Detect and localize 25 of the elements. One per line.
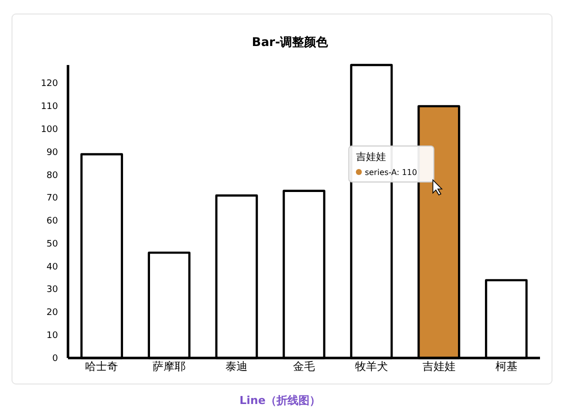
y-tick-label: 50 (46, 239, 58, 250)
annotation: 吉娃娃 (356, 151, 386, 163)
y-tick-label: 0 (52, 354, 58, 364)
tooltip-box: 吉娃娃 series-A: 110 (348, 146, 434, 182)
y-tick-label: 70 (46, 194, 58, 204)
y-tick-label: 30 (46, 285, 58, 296)
x-tick-label: 金毛 (293, 360, 315, 373)
y-tick-label: 120 (40, 79, 58, 90)
x-tick-label: 吉娃娃 (422, 360, 456, 373)
x-tick-label: 牧羊犬 (354, 360, 388, 373)
x-tick-label: 哈士奇 (85, 360, 118, 373)
y-tick-label: 10 (46, 330, 58, 341)
x-tick-label: 萨摩耶 (152, 360, 186, 373)
y-tick-label: 60 (46, 216, 58, 227)
y-tick-label: 40 (46, 262, 58, 272)
y-tick-label: 100 (40, 124, 58, 135)
chart-title: Bar-调整颜色 (252, 35, 330, 49)
y-tick-label: 110 (40, 102, 58, 112)
annotation: series-A: 110 (364, 168, 418, 177)
x-tick-label: 泰迪 (226, 360, 248, 373)
x-tick-label: 柯基 (495, 360, 518, 373)
text: Line（折线图） (239, 394, 321, 407)
y-tick-label: 20 (46, 308, 58, 318)
y-tick-label: 90 (46, 148, 58, 158)
y-tick-label: 80 (46, 170, 58, 181)
